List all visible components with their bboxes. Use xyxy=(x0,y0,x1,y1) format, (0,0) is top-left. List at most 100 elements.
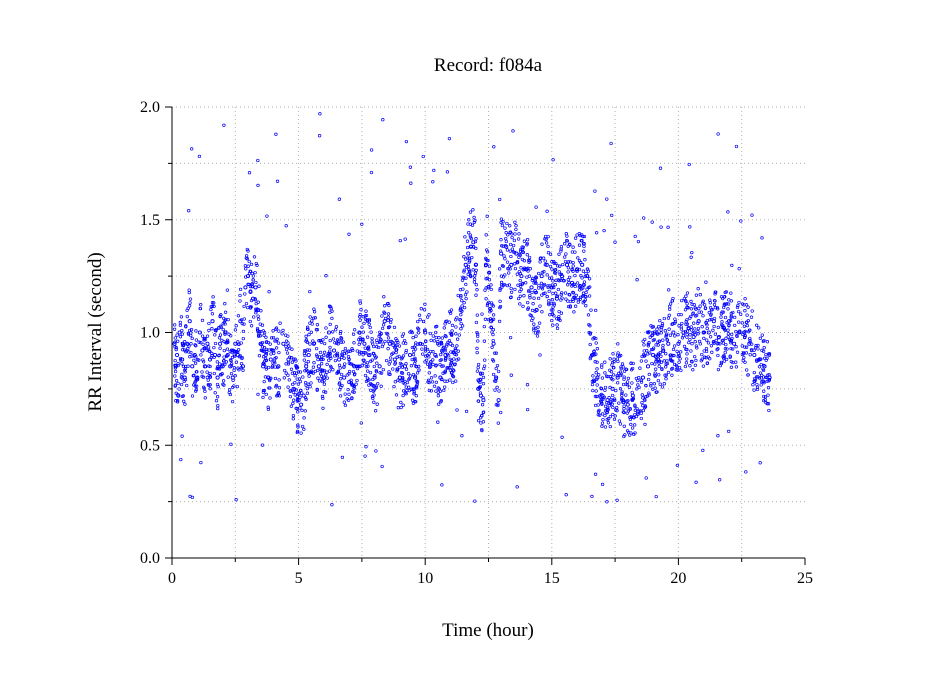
beat-point xyxy=(713,290,717,294)
beat-point xyxy=(374,449,378,453)
beat-point xyxy=(436,394,441,398)
beat-point xyxy=(452,357,456,361)
beat-point xyxy=(680,298,684,303)
beat-point xyxy=(239,341,243,345)
beat-point xyxy=(258,322,262,326)
beat-point xyxy=(734,360,738,364)
data-point xyxy=(529,285,534,290)
beat-point xyxy=(337,363,342,367)
beat-point xyxy=(540,310,544,314)
beat-point xyxy=(726,332,731,336)
beat-point xyxy=(654,359,658,364)
beat-point xyxy=(581,283,586,287)
beat-point xyxy=(755,323,759,327)
beat-point xyxy=(750,213,754,217)
data-point xyxy=(428,364,433,369)
beat-point xyxy=(505,221,509,226)
beat-point xyxy=(549,276,554,280)
beat-point xyxy=(550,260,554,264)
beat-point xyxy=(277,386,282,390)
data-point xyxy=(347,380,352,385)
beat-point xyxy=(379,384,383,388)
beat-point xyxy=(758,461,762,465)
data-point xyxy=(337,357,342,362)
beat-point xyxy=(176,339,180,343)
beat-point xyxy=(537,271,541,276)
beat-point xyxy=(764,375,768,380)
beat-point xyxy=(513,232,517,236)
beat-point xyxy=(333,358,338,363)
beat-point xyxy=(284,371,288,375)
beat-point xyxy=(670,322,674,327)
beat-point xyxy=(230,399,235,404)
beat-point xyxy=(729,365,734,369)
beat-point xyxy=(195,377,200,382)
beat-point xyxy=(630,398,635,403)
beat-point xyxy=(311,365,316,369)
beat-point xyxy=(284,224,288,228)
beat-point xyxy=(491,304,496,308)
beat-point xyxy=(267,290,271,294)
beat-point xyxy=(525,407,530,412)
beat-point xyxy=(206,378,210,382)
beat-point xyxy=(179,315,184,319)
data-point xyxy=(737,330,742,335)
beat-point xyxy=(329,356,333,360)
beat-point xyxy=(175,333,179,337)
beat-point xyxy=(233,349,238,354)
beat-point xyxy=(401,403,405,407)
beat-point xyxy=(645,330,650,334)
beat-point xyxy=(197,340,201,344)
beat-point xyxy=(547,289,551,294)
beat-point xyxy=(719,312,724,316)
beat-point xyxy=(566,278,570,282)
beat-point xyxy=(727,298,731,302)
data-point xyxy=(271,348,276,353)
beat-point xyxy=(578,288,582,292)
beat-point xyxy=(622,375,626,379)
beat-point xyxy=(370,336,374,341)
beat-point xyxy=(476,418,481,423)
beat-point xyxy=(365,319,370,323)
beat-point xyxy=(300,408,304,413)
data-point xyxy=(235,352,240,358)
beat-point xyxy=(521,304,525,309)
beat-point xyxy=(439,341,443,345)
beat-point xyxy=(650,333,655,337)
beat-point xyxy=(444,319,448,324)
beat-point xyxy=(532,322,536,326)
beat-point xyxy=(187,209,191,213)
beat-point xyxy=(374,385,379,389)
beat-point xyxy=(726,210,730,214)
beat-point xyxy=(480,312,484,316)
beat-point xyxy=(291,357,296,361)
beat-point xyxy=(277,350,281,355)
beat-point xyxy=(346,387,350,392)
beat-point xyxy=(742,355,746,360)
beat-point xyxy=(577,259,582,263)
beat-point xyxy=(474,293,478,297)
beat-point xyxy=(594,308,598,313)
data-point xyxy=(438,375,443,380)
beat-point xyxy=(468,233,472,237)
beat-point xyxy=(322,353,326,358)
beat-point xyxy=(215,360,219,364)
data-point xyxy=(433,352,438,358)
beat-point xyxy=(726,335,730,339)
data-point xyxy=(200,348,205,353)
beat-point xyxy=(538,257,542,261)
data-point xyxy=(276,364,281,369)
beat-point xyxy=(548,313,552,317)
beat-point xyxy=(493,388,497,392)
beat-point xyxy=(411,372,416,377)
beat-point xyxy=(646,352,650,356)
beat-point xyxy=(541,256,546,260)
beat-point xyxy=(553,283,557,287)
beat-point xyxy=(365,369,370,373)
beat-point xyxy=(748,336,752,341)
beat-point xyxy=(603,413,607,418)
beat-point xyxy=(344,351,349,355)
beat-point xyxy=(372,364,376,369)
beat-point xyxy=(189,328,194,332)
beat-point xyxy=(577,267,582,272)
